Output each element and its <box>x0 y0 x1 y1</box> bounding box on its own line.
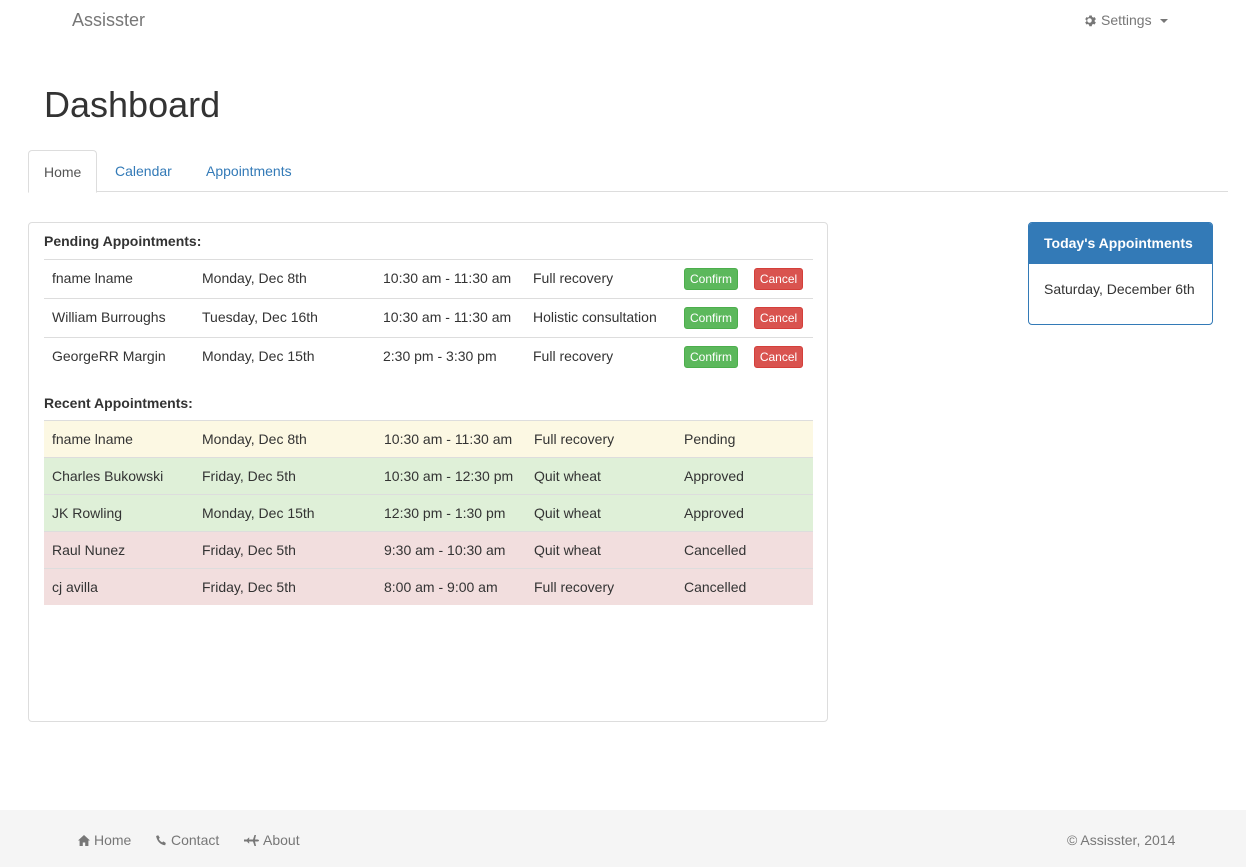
recent-row: Raul Nunez Friday, Dec 5th 9:30 am - 10:… <box>44 531 813 568</box>
status-badge: Cancelled <box>684 579 747 595</box>
pending-service: Full recovery <box>533 348 614 364</box>
recent-row: cj avilla Friday, Dec 5th 8:00 am - 9:00… <box>44 568 813 605</box>
confirm-button[interactable]: Confirm <box>684 307 738 329</box>
recent-name: JK Rowling <box>52 505 123 521</box>
pending-name: William Burroughs <box>52 309 166 325</box>
pending-row: fname lname Monday, Dec 8th 10:30 am - 1… <box>44 259 813 298</box>
pending-row: GeorgeRR Margin Monday, Dec 15th 2:30 pm… <box>44 337 813 376</box>
phone-icon <box>156 834 167 846</box>
page-title: Dashboard <box>44 84 221 125</box>
todays-date: Saturday, December 6th <box>1044 281 1195 297</box>
pending-date: Tuesday, Dec 16th <box>202 309 318 325</box>
recent-name: cj avilla <box>52 579 98 595</box>
todays-appointments-panel: Today's Appointments Saturday, December … <box>1028 222 1213 325</box>
pending-service: Full recovery <box>533 270 614 286</box>
recent-date: Friday, Dec 5th <box>202 542 296 558</box>
recent-date: Friday, Dec 5th <box>202 579 296 595</box>
footer: Home Contact About © Assisster, 2014 <box>0 810 1246 867</box>
status-badge: Cancelled <box>684 542 747 558</box>
pending-time: 2:30 pm - 3:30 pm <box>383 348 497 364</box>
recent-name: Raul Nunez <box>52 542 126 558</box>
plane-icon <box>244 834 259 846</box>
recent-date: Monday, Dec 15th <box>202 505 315 521</box>
recent-service: Quit wheat <box>534 468 601 484</box>
recent-row: Charles Bukowski Friday, Dec 5th 10:30 a… <box>44 457 813 494</box>
recent-row: fname lname Monday, Dec 8th 10:30 am - 1… <box>44 420 813 457</box>
cancel-button[interactable]: Cancel <box>754 307 803 329</box>
settings-label: Settings <box>1101 12 1152 28</box>
appointments-panel: Pending Appointments: fname lname Monday… <box>28 222 828 722</box>
status-badge: Approved <box>684 505 744 521</box>
cancel-button[interactable]: Cancel <box>754 346 803 368</box>
confirm-button[interactable]: Confirm <box>684 268 738 290</box>
pending-name: GeorgeRR Margin <box>52 348 166 364</box>
confirm-button[interactable]: Confirm <box>684 346 738 368</box>
gear-icon <box>1083 14 1096 27</box>
tab-home[interactable]: Home <box>28 150 98 193</box>
recent-time: 10:30 am - 12:30 pm <box>384 468 514 484</box>
caret-down-icon <box>1159 18 1168 23</box>
copyright-text: © Assisster, 2014 <box>1067 832 1176 848</box>
recent-heading: Recent Appointments: <box>44 395 193 411</box>
recent-service: Full recovery <box>534 431 615 447</box>
pending-row: William Burroughs Tuesday, Dec 16th 10:3… <box>44 298 813 337</box>
status-badge: Approved <box>684 468 744 484</box>
pending-heading: Pending Appointments: <box>44 233 202 249</box>
recent-service: Full recovery <box>534 579 615 595</box>
recent-date: Friday, Dec 5th <box>202 468 296 484</box>
footer-home-link[interactable]: Home <box>78 832 131 848</box>
pending-date: Monday, Dec 15th <box>202 348 315 364</box>
footer-link-label: About <box>263 832 300 848</box>
recent-time: 10:30 am - 11:30 am <box>384 431 513 447</box>
pending-table: fname lname Monday, Dec 8th 10:30 am - 1… <box>44 259 813 376</box>
recent-name: Charles Bukowski <box>52 468 164 484</box>
pending-name: fname lname <box>52 270 133 286</box>
pending-time: 10:30 am - 11:30 am <box>383 309 512 325</box>
home-icon <box>78 834 90 846</box>
todays-appointments-heading: Today's Appointments <box>1029 223 1212 264</box>
tab-bar: Home Calendar Appointments <box>28 150 1228 193</box>
recent-date: Monday, Dec 8th <box>202 431 307 447</box>
recent-service: Quit wheat <box>534 505 601 521</box>
tab-appointments[interactable]: Appointments <box>206 163 292 179</box>
pending-time: 10:30 am - 11:30 am <box>383 270 512 286</box>
recent-service: Quit wheat <box>534 542 601 558</box>
recent-time: 9:30 am - 10:30 am <box>384 542 506 558</box>
recent-row: JK Rowling Monday, Dec 15th 12:30 pm - 1… <box>44 494 813 531</box>
cancel-button[interactable]: Cancel <box>754 268 803 290</box>
pending-service: Holistic consultation <box>533 309 657 325</box>
tab-calendar[interactable]: Calendar <box>115 163 172 179</box>
pending-date: Monday, Dec 8th <box>202 270 307 286</box>
recent-name: fname lname <box>52 431 133 447</box>
status-badge: Pending <box>684 431 736 447</box>
settings-dropdown[interactable]: Settings <box>1083 12 1168 28</box>
footer-contact-link[interactable]: Contact <box>156 832 219 848</box>
recent-time: 12:30 pm - 1:30 pm <box>384 505 506 521</box>
recent-time: 8:00 am - 9:00 am <box>384 579 498 595</box>
recent-table: fname lname Monday, Dec 8th 10:30 am - 1… <box>44 420 813 605</box>
brand-link[interactable]: Assisster <box>72 10 146 30</box>
footer-about-link[interactable]: About <box>244 832 300 848</box>
footer-link-label: Contact <box>171 832 220 848</box>
navbar: Assisster Settings <box>0 0 1246 40</box>
footer-link-label: Home <box>94 832 132 848</box>
